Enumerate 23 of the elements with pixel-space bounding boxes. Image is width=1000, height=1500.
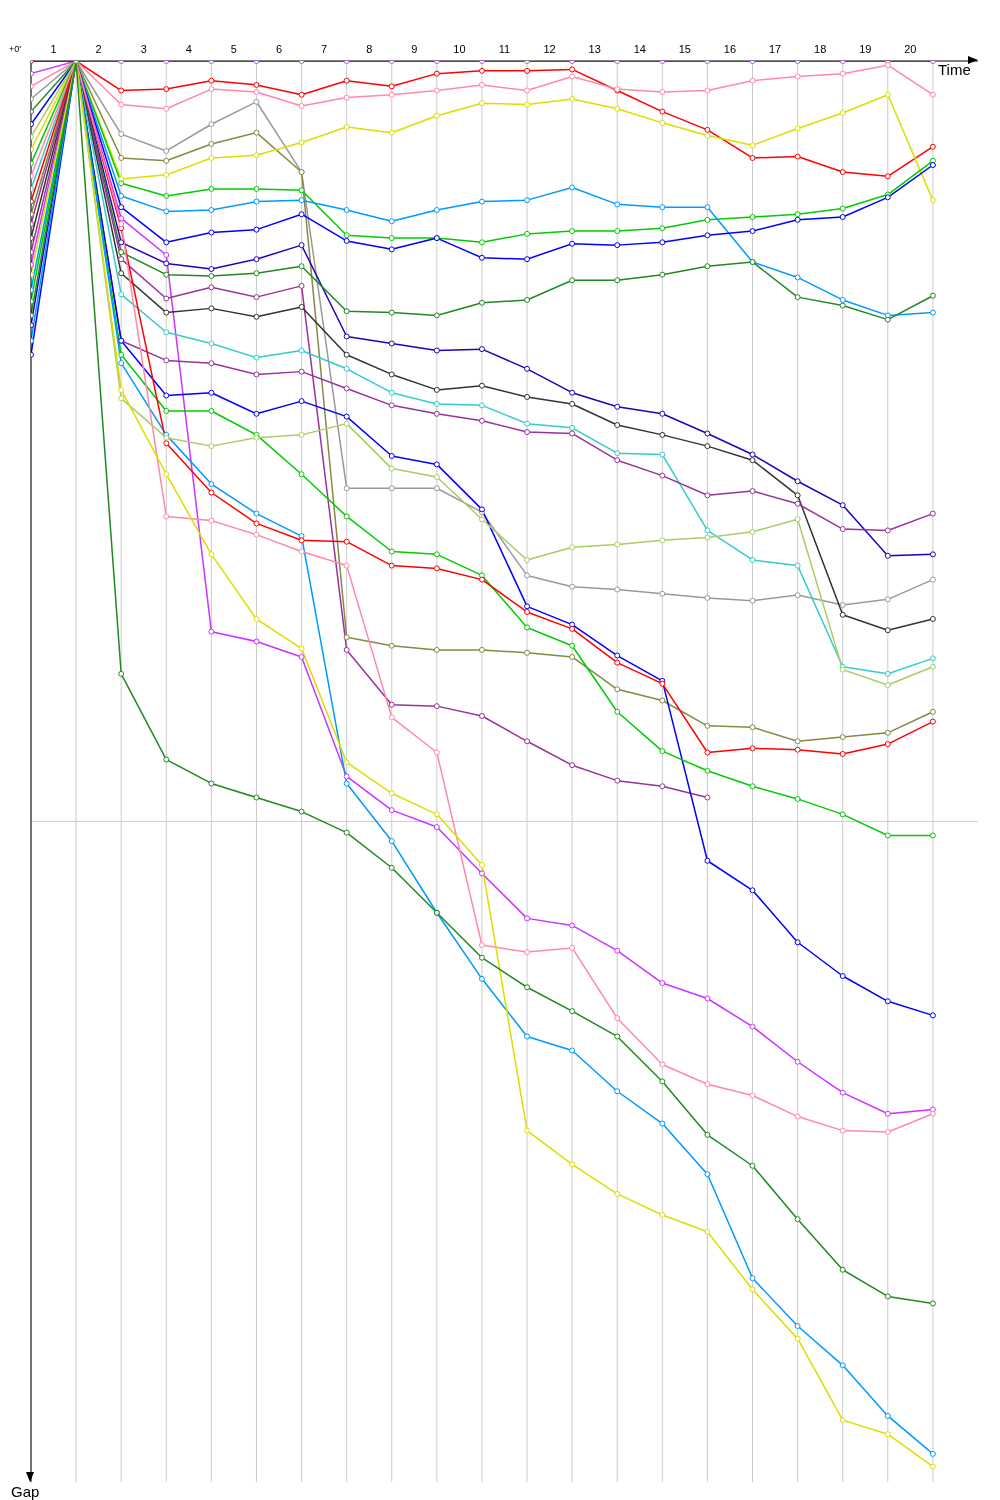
x-tick-label: 16 bbox=[723, 43, 737, 55]
x-tick-label: 11 bbox=[498, 43, 511, 55]
x-tick-label: 8 bbox=[366, 43, 373, 55]
x-tick-label: 10 bbox=[453, 43, 466, 55]
x-tick-label: 4 bbox=[185, 43, 192, 55]
x-tick-label: 20 bbox=[904, 43, 917, 55]
x-tick-label: 14 bbox=[633, 43, 646, 55]
y-axis-title: Gap bbox=[11, 1483, 40, 1500]
x-tick-label: 18 bbox=[814, 43, 827, 55]
x-tick-label: 6 bbox=[275, 43, 283, 55]
x-tick-label: 5 bbox=[230, 43, 237, 55]
x-tick-label: 9 bbox=[411, 43, 418, 55]
x-tick-label: 3 bbox=[140, 43, 147, 55]
x-tick-label: 12 bbox=[543, 43, 556, 55]
x-tick-label: 2 bbox=[95, 43, 102, 55]
x-tick-label: 19 bbox=[859, 43, 872, 55]
x-tick-label: 7 bbox=[321, 43, 328, 55]
x-tick-label: 17 bbox=[768, 43, 782, 55]
x-tick-label: 1 bbox=[50, 43, 57, 55]
x-axis-title: Time bbox=[938, 61, 971, 78]
text: +0' bbox=[9, 44, 21, 54]
x-tick-label: 15 bbox=[678, 43, 692, 55]
x-tick-label: 13 bbox=[588, 43, 601, 55]
